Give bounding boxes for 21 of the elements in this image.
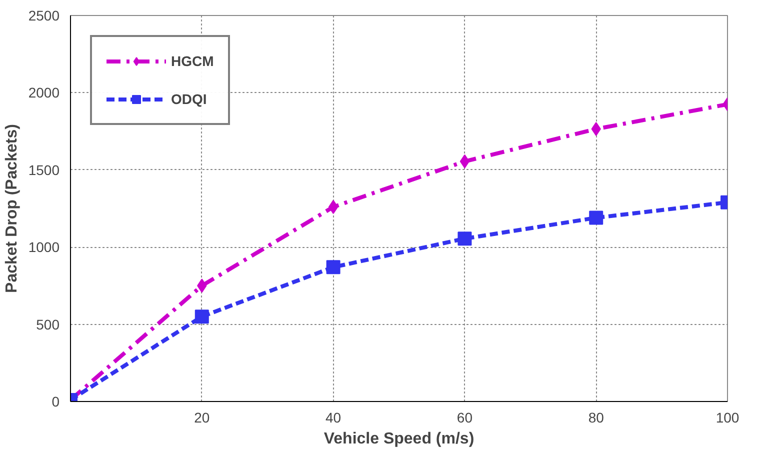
- legend-label: HGCM: [171, 53, 214, 69]
- point: [589, 210, 604, 225]
- y-tick-label: 2000: [28, 84, 60, 101]
- point: [328, 200, 338, 214]
- point: [326, 260, 340, 274]
- y-tick-label: 1000: [28, 239, 60, 256]
- x-tick-label: 80: [588, 410, 604, 426]
- y-axis-title: Packet Drop (Packets): [3, 124, 20, 293]
- y-tick-label: 2500: [28, 8, 60, 24]
- y-tick-label: 0: [52, 394, 60, 410]
- x-tick-label: 100: [716, 410, 740, 426]
- x-tick-label: 20: [194, 410, 210, 426]
- x-tick-label: 40: [326, 410, 342, 426]
- legend-label: ODQI: [171, 91, 207, 107]
- point: [458, 232, 472, 246]
- x-tick-label: 60: [456, 410, 473, 426]
- y-tick-label: 1500: [28, 162, 60, 178]
- point: [194, 310, 209, 324]
- point: [460, 154, 470, 168]
- x-axis-title: Vehicle Speed (m/s): [324, 430, 474, 448]
- y-tick-label: 500: [36, 316, 60, 332]
